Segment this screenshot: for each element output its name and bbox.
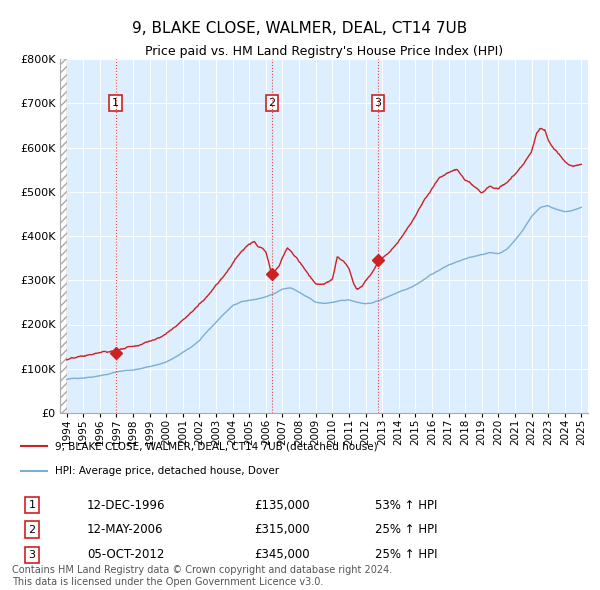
Text: 05-OCT-2012: 05-OCT-2012 bbox=[87, 548, 164, 562]
Text: 25% ↑ HPI: 25% ↑ HPI bbox=[375, 523, 437, 536]
Text: 3: 3 bbox=[29, 550, 35, 560]
Text: Contains HM Land Registry data © Crown copyright and database right 2024.
This d: Contains HM Land Registry data © Crown c… bbox=[12, 565, 392, 587]
Text: £315,000: £315,000 bbox=[254, 523, 310, 536]
Text: 2: 2 bbox=[29, 525, 36, 535]
Text: £135,000: £135,000 bbox=[254, 499, 310, 512]
Text: 2: 2 bbox=[268, 99, 275, 108]
Text: HPI: Average price, detached house, Dover: HPI: Average price, detached house, Dove… bbox=[55, 466, 280, 476]
Title: Price paid vs. HM Land Registry's House Price Index (HPI): Price paid vs. HM Land Registry's House … bbox=[145, 45, 503, 58]
Text: 3: 3 bbox=[374, 99, 382, 108]
Text: 53% ↑ HPI: 53% ↑ HPI bbox=[375, 499, 437, 512]
Text: 1: 1 bbox=[29, 500, 35, 510]
Text: 25% ↑ HPI: 25% ↑ HPI bbox=[375, 548, 437, 562]
Text: 12-MAY-2006: 12-MAY-2006 bbox=[87, 523, 163, 536]
Text: 9, BLAKE CLOSE, WALMER, DEAL, CT14 7UB (detached house): 9, BLAKE CLOSE, WALMER, DEAL, CT14 7UB (… bbox=[55, 441, 378, 451]
Text: 12-DEC-1996: 12-DEC-1996 bbox=[87, 499, 166, 512]
Text: £345,000: £345,000 bbox=[254, 548, 310, 562]
Text: 1: 1 bbox=[112, 99, 119, 108]
Text: 9, BLAKE CLOSE, WALMER, DEAL, CT14 7UB: 9, BLAKE CLOSE, WALMER, DEAL, CT14 7UB bbox=[133, 21, 467, 35]
